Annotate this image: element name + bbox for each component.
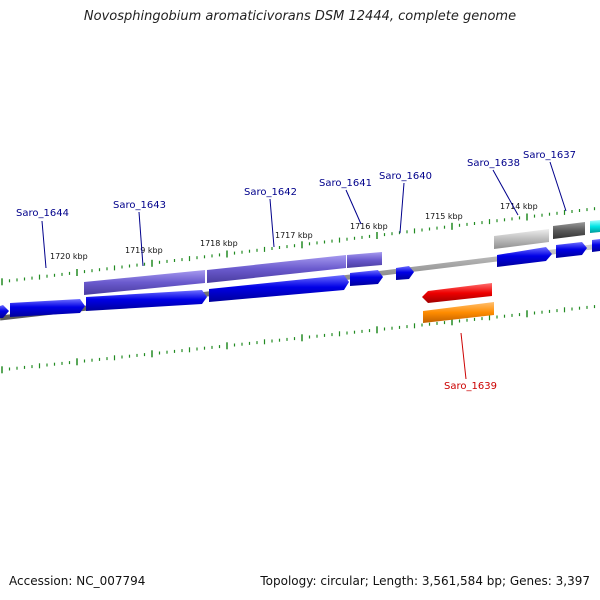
reverse-strand-features	[422, 283, 494, 323]
accession-label: Accession: NC_007794	[9, 574, 146, 588]
feature-block-saro-1642[interactable]	[207, 255, 346, 283]
cds-arrow-saro-1636[interactable]	[592, 239, 600, 252]
leader-line-saro-1640	[399, 182, 405, 234]
scale-track-upper	[1, 207, 596, 286]
gene-label-saro-1642[interactable]: Saro_1642	[244, 187, 297, 198]
leader-line-saro-1639	[460, 332, 467, 380]
genome-summary: Topology: circular; Length: 3,561,584 bp…	[260, 574, 590, 588]
scale-label-1720: 1720 kbp	[50, 252, 88, 261]
feature-block-saro-1639[interactable]	[423, 302, 494, 323]
forward-strand-features	[0, 239, 600, 318]
gene-label-saro-1641[interactable]: Saro_1641	[319, 178, 372, 189]
scale-label-1715: 1715 kbp	[425, 212, 463, 221]
scale-track-lower	[1, 305, 596, 374]
cds-arrow-saro-1637[interactable]	[556, 242, 587, 258]
cds-arrow-saro-1644[interactable]	[10, 299, 85, 317]
leader-line-saro-1638	[492, 169, 519, 216]
feature-block-saro-1637[interactable]	[553, 222, 585, 239]
scale-labels: 1720 kbp 1719 kbp 1718 kbp 1717 kbp 1716…	[50, 202, 538, 261]
leader-line-saro-1642	[269, 198, 275, 248]
gene-label-saro-1638[interactable]: Saro_1638	[467, 158, 520, 169]
gene-label-saro-1637[interactable]: Saro_1637	[523, 150, 576, 161]
feature-block-saro-1643[interactable]	[84, 270, 205, 295]
leader-line-saro-1643	[138, 211, 144, 267]
gene-label-saro-1644[interactable]: Saro_1644	[16, 208, 69, 219]
cds-arrow-saro-1643[interactable]	[86, 290, 207, 311]
scale-label-1719: 1719 kbp	[125, 246, 163, 255]
feature-blocks	[84, 220, 600, 295]
feature-block-saro-1636[interactable]	[590, 220, 600, 233]
leader-line-saro-1637	[549, 161, 567, 212]
scale-label-1716: 1716 kbp	[350, 222, 388, 231]
gene-labels: Saro_1644 Saro_1643 Saro_1642 Saro_1641 …	[16, 150, 576, 392]
leader-line-saro-1641	[345, 189, 362, 225]
leader-line-saro-1644	[41, 220, 47, 269]
scale-label-1717: 1717 kbp	[275, 231, 313, 240]
gene-label-saro-1639[interactable]: Saro_1639	[444, 381, 497, 392]
cds-arrow-saro-1642[interactable]	[209, 275, 349, 302]
cds-arrow-saro-1639[interactable]	[422, 283, 492, 303]
scale-label-1714: 1714 kbp	[500, 202, 538, 211]
feature-block-saro-1641[interactable]	[347, 252, 382, 268]
cds-arrow-saro-1641[interactable]	[350, 270, 383, 286]
genome-title: Novosphingobium aromaticivorans DSM 1244…	[83, 9, 517, 24]
cds-arrow-saro-1645[interactable]	[0, 305, 9, 318]
cds-arrow-saro-1638[interactable]	[497, 247, 552, 267]
cds-arrow-saro-1640[interactable]	[396, 266, 414, 280]
feature-block-saro-1638[interactable]	[494, 229, 549, 249]
scale-label-1718: 1718 kbp	[200, 239, 238, 248]
gene-label-saro-1643[interactable]: Saro_1643	[113, 200, 166, 211]
gene-label-saro-1640[interactable]: Saro_1640	[379, 171, 432, 182]
